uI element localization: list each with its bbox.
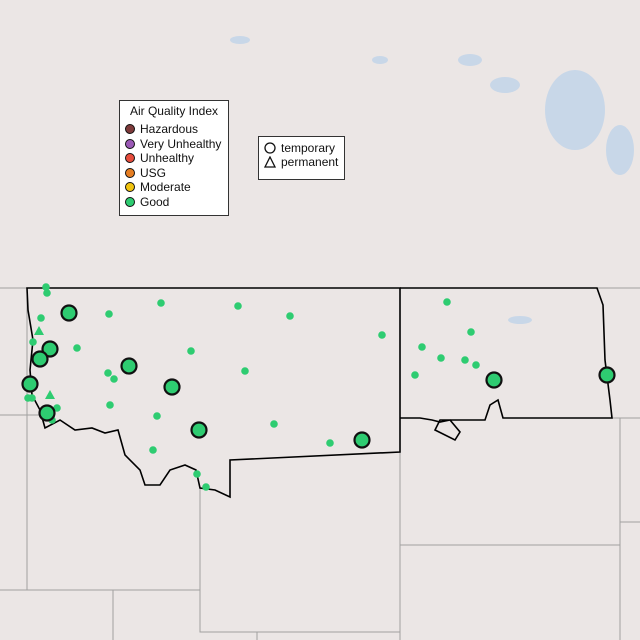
- permanent-monitor-site[interactable]: [34, 326, 44, 335]
- monitor-site-small[interactable]: [286, 312, 294, 320]
- legend-unhealthy: Unhealthy: [120, 151, 228, 166]
- monitor-site-small[interactable]: [234, 302, 242, 310]
- temporary-monitor-site[interactable]: [31, 350, 49, 368]
- temporary-monitor-site[interactable]: [485, 371, 503, 389]
- legend-moderate: Moderate: [120, 180, 228, 195]
- monitor-site-small[interactable]: [37, 314, 45, 322]
- legend-very-unhealthy: Very Unhealthy: [120, 137, 228, 152]
- legend-permanent: permanent: [259, 154, 344, 169]
- temporary-monitor-site[interactable]: [38, 404, 56, 422]
- aqi-category-label: Moderate: [140, 180, 191, 195]
- temporary-monitor-site[interactable]: [41, 340, 59, 358]
- aqi-category-label: Unhealthy: [140, 151, 195, 166]
- monitor-site-small[interactable]: [104, 369, 112, 377]
- monitor-site-small[interactable]: [467, 328, 475, 336]
- aqi-swatch-icon: [125, 182, 135, 193]
- monitor-site-small[interactable]: [153, 412, 161, 420]
- monitor-markers: [21, 283, 616, 491]
- monitor-site-small[interactable]: [418, 343, 426, 351]
- temporary-monitor-site[interactable]: [60, 304, 78, 322]
- aqi-swatch-icon: [125, 153, 135, 164]
- aqi-legend: Air Quality Index Hazardous Very Unhealth…: [119, 100, 229, 216]
- legend-usg: USG: [120, 166, 228, 181]
- monitor-site-small[interactable]: [149, 446, 157, 454]
- monitor-site-small[interactable]: [461, 356, 469, 364]
- aqi-category-label: Very Unhealthy: [140, 136, 222, 151]
- aqi-swatch-icon: [125, 167, 135, 178]
- monitor-site-small[interactable]: [73, 344, 81, 352]
- temporary-monitor-site[interactable]: [120, 357, 138, 375]
- monitor-site-small[interactable]: [29, 338, 37, 346]
- monitor-site-small[interactable]: [42, 283, 50, 291]
- temporary-monitor-site[interactable]: [598, 366, 616, 384]
- aqi-category-label: USG: [140, 165, 167, 180]
- monitor-site-small[interactable]: [53, 404, 61, 412]
- aqi-swatch-icon: [125, 138, 135, 149]
- monitor-site-small[interactable]: [411, 371, 419, 379]
- monitor-site-small[interactable]: [326, 439, 334, 447]
- legend-hazardous: Hazardous: [120, 122, 228, 137]
- monitor-site-small[interactable]: [157, 299, 165, 307]
- monitor-site-small[interactable]: [270, 420, 278, 428]
- aqi-swatch-icon: [125, 124, 135, 135]
- monitor-site-small[interactable]: [472, 361, 480, 369]
- monitor-site-small[interactable]: [24, 394, 32, 402]
- legend-permanent-label: permanent: [281, 154, 339, 169]
- legend-temporary-label: temporary: [281, 140, 336, 155]
- monitor-site-small[interactable]: [378, 331, 386, 339]
- monitor-site-small[interactable]: [105, 310, 113, 318]
- monitor-site-small[interactable]: [193, 470, 201, 478]
- temporary-monitor-site[interactable]: [190, 421, 208, 439]
- monitor-site-small[interactable]: [443, 298, 451, 306]
- site-type-legend: temporary permanent: [258, 136, 345, 180]
- permanent-monitor-site[interactable]: [45, 390, 55, 399]
- temporary-monitor-site[interactable]: [21, 375, 39, 393]
- aqi-swatch-icon: [125, 196, 135, 207]
- monitor-site-small[interactable]: [202, 483, 210, 491]
- triangle-icon: [264, 155, 276, 168]
- monitor-site-small[interactable]: [437, 354, 445, 362]
- monitor-site-small[interactable]: [43, 289, 51, 297]
- aqi-category-label: Hazardous: [140, 122, 199, 137]
- legend-temporary: temporary: [259, 140, 344, 155]
- lakes: [230, 36, 634, 324]
- monitor-site-small[interactable]: [106, 401, 114, 409]
- temporary-monitor-site[interactable]: [353, 431, 371, 449]
- north-dakota-border: [400, 287, 613, 442]
- monitor-site-small[interactable]: [110, 375, 118, 383]
- aqi-legend-title: Air Quality Index: [129, 104, 219, 118]
- monitor-site-small[interactable]: [187, 347, 195, 355]
- legend-good: Good: [120, 195, 228, 210]
- temporary-monitor-site[interactable]: [163, 378, 181, 396]
- other-borders: [0, 287, 640, 640]
- aqi-category-label: Good: [140, 194, 170, 209]
- monitor-site-small[interactable]: [241, 367, 249, 375]
- circle-icon: [264, 141, 276, 154]
